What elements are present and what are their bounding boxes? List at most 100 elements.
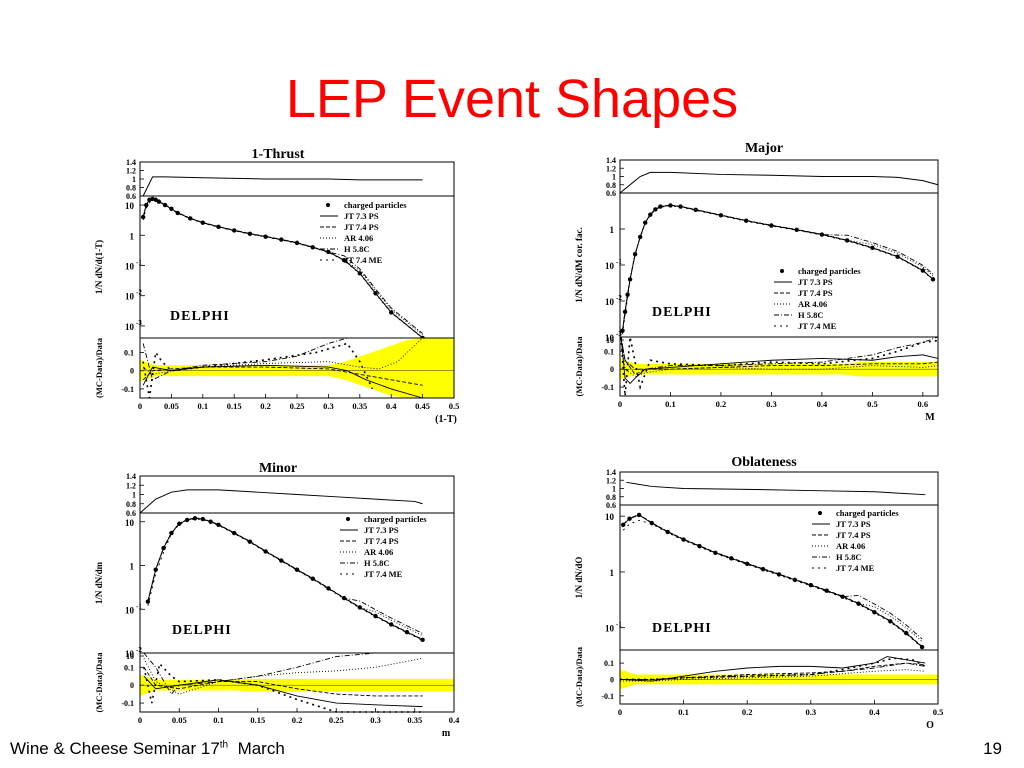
data-point (144, 202, 149, 208)
x-tick-label: 0.1 (197, 401, 208, 411)
data-point (184, 517, 190, 523)
ratio-tick-label: 1.2 (606, 476, 616, 485)
x-tick-label: 0.05 (172, 715, 187, 725)
data-point (620, 328, 625, 333)
x-axis-label: M (925, 412, 935, 423)
main-y-label: 1/N dN/dM cor. fac. (574, 227, 584, 302)
diff-curve (142, 337, 423, 375)
diff-curve (619, 656, 926, 682)
data-point (745, 561, 750, 566)
data-point (341, 257, 347, 263)
ratio-panel-frame (619, 471, 939, 506)
slide-title: LEP Event Shapes (285, 69, 739, 129)
legend-marker (780, 269, 784, 273)
legend-label: AR 4.06 (798, 299, 827, 309)
chart-title: Oblateness (731, 455, 797, 470)
data-point (310, 576, 315, 581)
ratio-curve (619, 171, 939, 194)
chart-oblateness: Oblateness 1.4 1.2 1 0.8 0.6 10 1 10 -1 1/N dN/dO c… (568, 452, 948, 742)
legend-marker (326, 203, 330, 207)
legend-label: JT 7.4 PS (364, 536, 399, 546)
diff-tick-label: -0.1 (121, 699, 134, 708)
data-point (888, 619, 893, 624)
diff-tick-label: 10 (606, 336, 614, 345)
x-tick-label: 0.35 (407, 715, 422, 725)
data-point (162, 202, 168, 208)
diff-curve (142, 342, 374, 399)
x-tick-label: 0.2 (716, 399, 727, 409)
x-axis-label: O (926, 720, 934, 731)
x-tick-label: 0.6 (918, 399, 929, 409)
x-tick-label: 0.4 (869, 707, 880, 717)
x-tick-label: 0.2 (292, 715, 303, 725)
x-tick-label: 0.25 (329, 715, 344, 725)
data-point (697, 543, 702, 549)
data-point (769, 223, 774, 228)
diff-curve (620, 336, 939, 385)
data-point (794, 227, 799, 233)
data-point (636, 512, 642, 518)
main-tick-label: 10 (125, 518, 135, 528)
data-point (263, 234, 268, 239)
data-point (188, 216, 193, 221)
data-point (294, 567, 300, 572)
data-point (404, 629, 410, 635)
x-tick-label: 0.4 (817, 399, 828, 409)
data-point (161, 545, 166, 551)
diff-tick-label: 0 (130, 681, 134, 690)
legend-label: JT 7.4 ME (364, 569, 403, 579)
legend-label: JT 7.3 PS (344, 211, 379, 221)
legend-marker (346, 517, 350, 521)
diff-curve (143, 652, 423, 695)
data-point (326, 249, 331, 255)
data-point (895, 254, 900, 259)
ratio-tick-label: 0.8 (126, 184, 136, 193)
data-point (844, 238, 850, 243)
legend-label: charged particles (836, 508, 899, 518)
legend-label: AR 4.06 (344, 233, 373, 243)
data-point (177, 521, 182, 526)
diff-curve (143, 675, 423, 708)
chart-1-thrust: 1-Thrust 1.4 1.2 1 0.8 0.6 10 1 10 -1 10 -2 10 -3 1/N … (88, 144, 468, 426)
chart-title: 1-Thrust (252, 147, 305, 162)
data-point (420, 637, 425, 643)
ratio-tick-label: 1 (132, 491, 136, 500)
x-tick-label: 0.1 (678, 707, 689, 717)
ratio-tick-label: 1 (132, 175, 136, 184)
main-tick-label: 10 (605, 297, 615, 307)
main-tick-exponent: -1 (136, 602, 142, 610)
data-point (819, 232, 825, 237)
x-tick-label: 0.3 (766, 399, 777, 409)
data-point (140, 214, 146, 220)
legend-label: JT 7.4 ME (836, 563, 875, 573)
data-point (216, 522, 221, 528)
data-point (326, 586, 331, 591)
x-tick-label: 0.15 (250, 715, 265, 725)
main-tick-exponent: -1 (616, 621, 622, 629)
diff-curve (620, 336, 939, 376)
data-point (192, 516, 198, 521)
data-point (729, 556, 734, 561)
legend-label: JT 7.3 PS (836, 519, 871, 529)
x-tick-label: 0 (138, 715, 142, 725)
main-tick-label: 1 (130, 231, 135, 241)
x-tick-label: 0.35 (352, 401, 367, 411)
x-tick-label: 0.3 (805, 707, 816, 717)
main-tick-exponent: -2 (136, 646, 142, 654)
diff-y-label: (MC-Data)/Data (94, 337, 104, 398)
main-tick-label: 1 (610, 225, 615, 235)
x-tick-label: 0.45 (415, 401, 430, 411)
footer-month: March (228, 739, 285, 758)
data-point (279, 237, 284, 242)
data-point (373, 613, 378, 619)
data-point (919, 644, 925, 650)
x-axis-label: (1-T) (435, 414, 457, 425)
data-point (668, 203, 673, 208)
data-point (310, 245, 315, 250)
data-point (373, 291, 378, 296)
legend-label: AR 4.06 (364, 547, 393, 557)
legend-label: JT 7.4 PS (344, 222, 379, 232)
diff-tick-label: 0.1 (124, 349, 134, 358)
diff-panel-frame (619, 649, 939, 705)
legend-marker (818, 511, 822, 515)
